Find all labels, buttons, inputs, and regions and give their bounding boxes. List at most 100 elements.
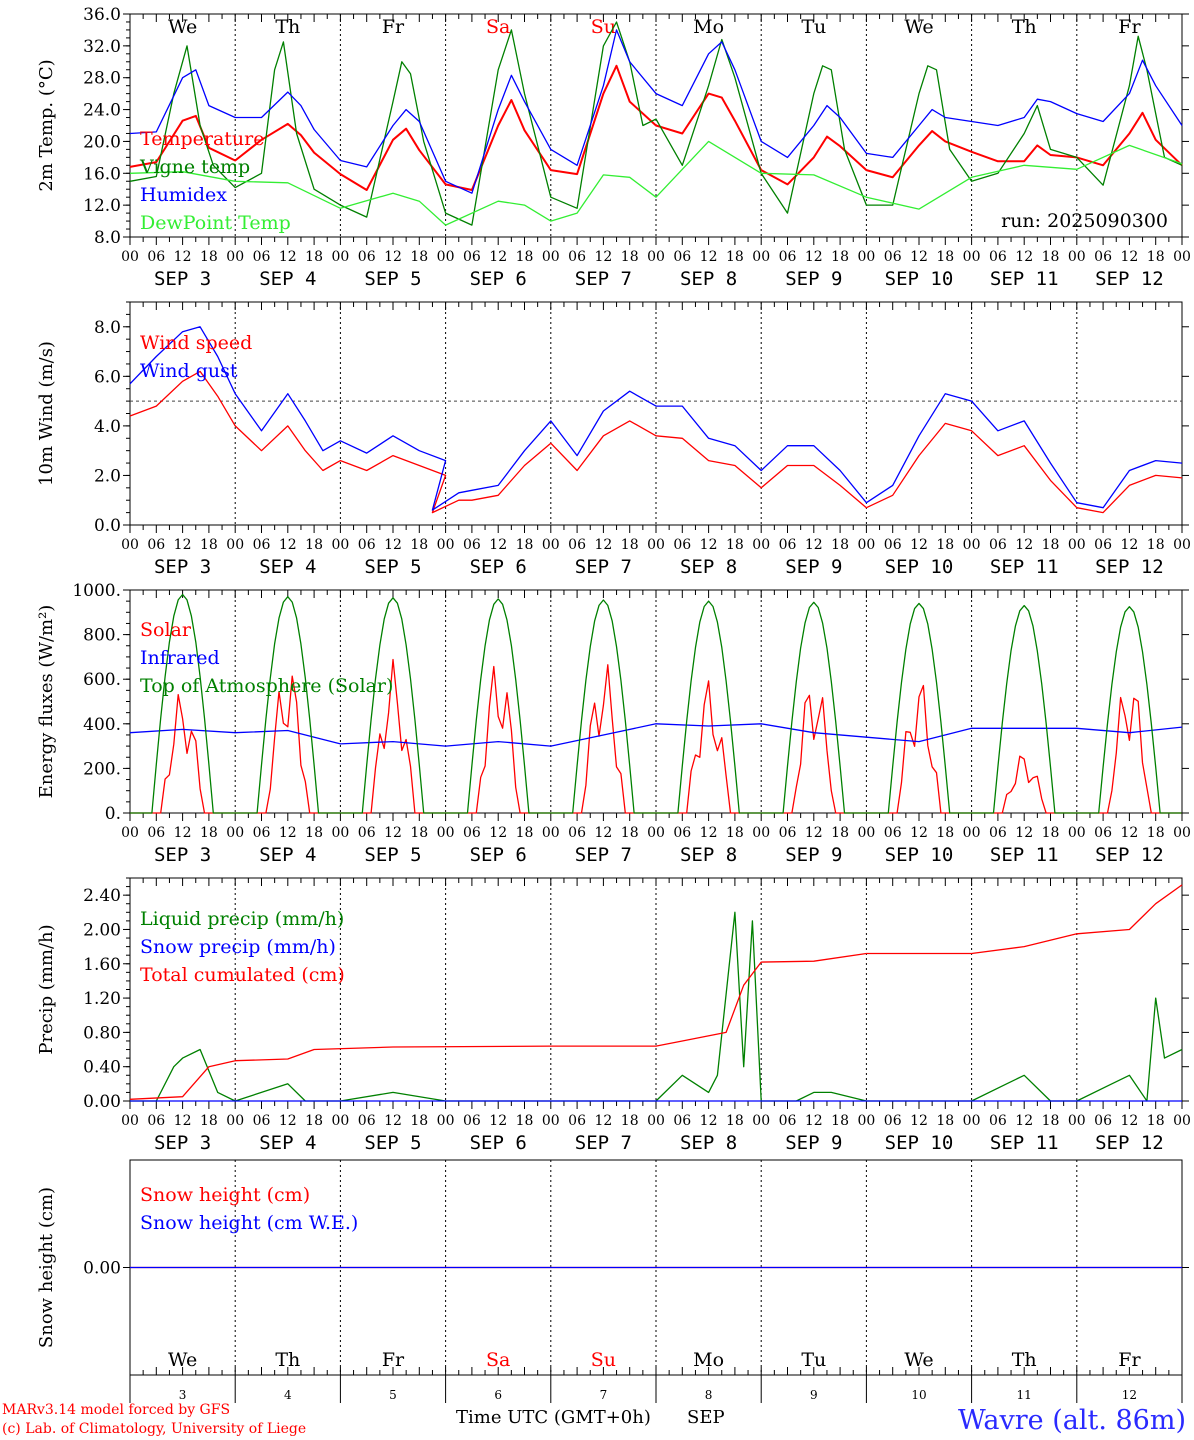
x-hour-label: 00 — [1068, 537, 1086, 553]
legend-entry: Solar — [140, 619, 192, 641]
x-hour-label: 12 — [489, 825, 507, 841]
x-hour-label: 12 — [279, 537, 297, 553]
x-hour-label: 00 — [226, 249, 244, 265]
legend-entry: Wind gust — [140, 360, 238, 382]
x-hour-label: 18 — [305, 249, 323, 265]
x-date-label: SEP 6 — [470, 844, 527, 866]
x-hour-label: 06 — [673, 1113, 691, 1129]
weekday-label: Mo — [693, 16, 724, 38]
y-tick-label: 600. — [83, 670, 121, 690]
x-day-number: 8 — [705, 1388, 713, 1402]
x-hour-label: 06 — [779, 537, 797, 553]
x-hour-label: 06 — [989, 1113, 1007, 1129]
weekday-label: Fr — [382, 1349, 405, 1371]
location-label: Wavre (alt. 86m) — [958, 1405, 1186, 1436]
legend-entry: Top of Atmosphere (Solar) — [140, 675, 393, 697]
x-day-number: 9 — [810, 1388, 818, 1402]
x-date-label: SEP 12 — [1095, 268, 1164, 290]
x-hour-label: 00 — [121, 1113, 139, 1129]
x-hour-label: 18 — [200, 537, 218, 553]
x-day-number: 6 — [494, 1388, 502, 1402]
x-hour-label: 18 — [621, 249, 639, 265]
y-tick-label: 1000. — [72, 581, 121, 601]
x-hour-label: 00 — [963, 825, 981, 841]
x-hour-label: 00 — [752, 1113, 770, 1129]
y-axis-label: Snow height (cm) — [36, 1187, 57, 1348]
x-date-label: SEP 8 — [680, 844, 737, 866]
x-hour-label: 18 — [1147, 825, 1165, 841]
weekday-label: Tu — [801, 1349, 826, 1371]
x-hour-label: 06 — [779, 1113, 797, 1129]
x-day-number: 10 — [911, 1388, 926, 1402]
x-hour-label: 00 — [963, 249, 981, 265]
x-hour-label: 00 — [857, 1113, 875, 1129]
series-line-wind-speed — [129, 370, 1183, 514]
x-hour-label: 00 — [1173, 1113, 1191, 1129]
x-hour-label: 12 — [1120, 825, 1138, 841]
y-axis-label: 2m Temp. (°C) — [36, 59, 57, 191]
x-date-label: SEP 3 — [154, 844, 211, 866]
x-hour-label: 00 — [647, 1113, 665, 1129]
x-date-label: SEP 11 — [990, 844, 1059, 866]
x-hour-label: 18 — [726, 249, 744, 265]
legend-entry: Temperature — [140, 128, 264, 150]
y-tick-label: 800. — [83, 626, 121, 646]
x-date-label: SEP 9 — [785, 556, 842, 578]
legend-entry: Wind speed — [140, 332, 252, 354]
weekday-label: Th — [1012, 16, 1037, 38]
x-hour-label: 12 — [700, 249, 718, 265]
x-hour-label: 06 — [989, 825, 1007, 841]
x-hour-label: 18 — [305, 537, 323, 553]
x-hour-label: 06 — [463, 249, 481, 265]
x-hour-label: 18 — [516, 537, 534, 553]
x-date-label: SEP 11 — [990, 1132, 1059, 1154]
x-hour-label: 12 — [700, 825, 718, 841]
x-hour-label: 00 — [542, 1113, 560, 1129]
x-hour-label: 06 — [568, 249, 586, 265]
x-hour-label: 18 — [305, 825, 323, 841]
x-hour-label: 12 — [910, 825, 928, 841]
x-hour-label: 06 — [253, 537, 271, 553]
x-date-label: SEP 12 — [1095, 556, 1164, 578]
x-hour-label: 06 — [779, 249, 797, 265]
x-hour-label: 00 — [1173, 825, 1191, 841]
x-date-label: SEP 9 — [785, 1132, 842, 1154]
x-hour-label: 18 — [200, 249, 218, 265]
weekday-label: We — [904, 1349, 933, 1371]
y-tick-label: 6.0 — [94, 367, 121, 387]
x-hour-label: 06 — [147, 249, 165, 265]
legend-entry: DewPoint Temp — [140, 212, 291, 234]
x-hour-label: 12 — [174, 1113, 192, 1129]
x-hour-label: 00 — [647, 537, 665, 553]
x-hour-label: 06 — [463, 537, 481, 553]
series-line-temperature — [129, 64, 1183, 191]
x-hour-label: 12 — [700, 1113, 718, 1129]
x-hour-label: 00 — [752, 249, 770, 265]
x-date-label: SEP 6 — [470, 1132, 527, 1154]
x-hour-label: 12 — [174, 825, 192, 841]
x-hour-label: 18 — [410, 249, 428, 265]
x-hour-label: 06 — [989, 537, 1007, 553]
x-hour-label: 00 — [542, 249, 560, 265]
x-hour-label: 00 — [121, 249, 139, 265]
x-hour-label: 12 — [594, 249, 612, 265]
x-hour-label: 00 — [331, 825, 349, 841]
legend-entry: Liquid precip (mm/h) — [140, 908, 344, 930]
y-tick-label: 8.0 — [94, 228, 121, 248]
x-hour-label: 00 — [331, 537, 349, 553]
y-axis-label: Energy fluxes (W/m²) — [36, 605, 57, 799]
x-hour-label: 12 — [384, 537, 402, 553]
x-hour-label: 12 — [279, 825, 297, 841]
x-hour-label: 06 — [1094, 1113, 1112, 1129]
series-line-vigne-temp — [129, 21, 1183, 226]
x-hour-label: 00 — [121, 537, 139, 553]
x-hour-label: 00 — [226, 1113, 244, 1129]
x-hour-label: 12 — [1015, 1113, 1033, 1129]
x-hour-label: 06 — [673, 537, 691, 553]
x-date-label: SEP 10 — [885, 1132, 954, 1154]
x-hour-label: 18 — [621, 825, 639, 841]
x-date-label: SEP 9 — [785, 268, 842, 290]
x-hour-label: 06 — [884, 825, 902, 841]
x-hour-label: 12 — [594, 537, 612, 553]
x-date-label: SEP 7 — [575, 1132, 632, 1154]
